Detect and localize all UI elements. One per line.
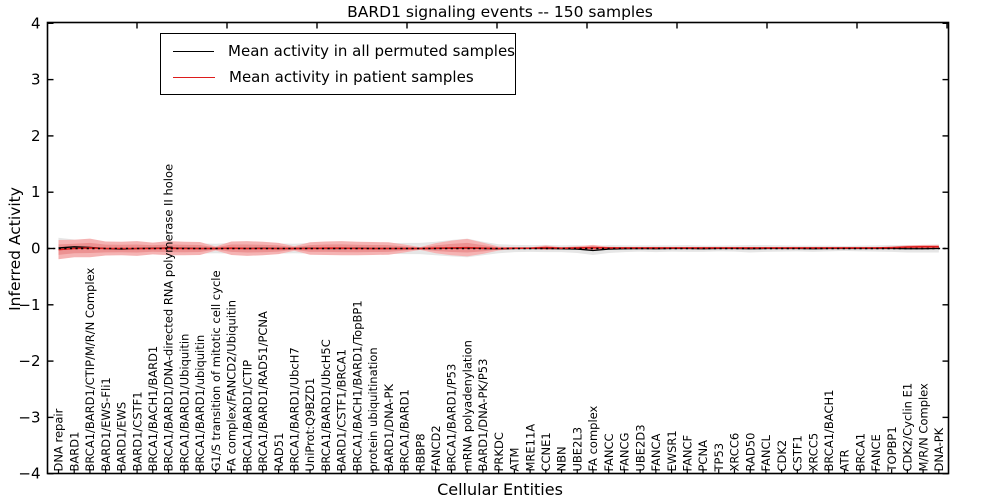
x-tick-label: BRCA1/BARD1/DNA-directed RNA polymerase … xyxy=(162,164,176,472)
x-tick-label: UBE2L3 xyxy=(570,427,584,472)
x-tick-label: BARD1/DNA-PK/P53 xyxy=(476,359,490,472)
x-tick-label: BRCA1/BARD1/CTIP xyxy=(240,360,254,472)
y-tick-label: −2 xyxy=(18,352,40,370)
x-tick-label: UniProt:Q9BZD1 xyxy=(303,378,317,472)
y-tick-label: 0 xyxy=(31,240,41,258)
x-tick-label: FANCD2 xyxy=(429,425,443,471)
x-tick-label: TP53 xyxy=(712,443,726,473)
x-tick-label: UBE2D3 xyxy=(633,424,647,471)
x-tick-label: CSTF1 xyxy=(791,435,805,471)
x-tick-label: M/R/N Complex xyxy=(916,383,930,472)
x-tick-label: BRCA1 xyxy=(853,433,867,472)
x-tick-label: BARD1/CSTF1/BRCA1 xyxy=(335,349,349,471)
x-tick-label: FANCF xyxy=(681,435,695,472)
x-tick-label: FANCC xyxy=(602,433,616,471)
y-tick-label: −3 xyxy=(18,408,40,426)
x-axis-title: Cellular Entities xyxy=(437,480,563,499)
y-tick-label: −1 xyxy=(18,296,40,314)
x-tick-label: BRCA1/BACH1/BARD1/TopBP1 xyxy=(350,300,364,471)
x-tick-label: BRCA1/BARD1/CTIP/M/R/N Complex xyxy=(83,268,97,472)
x-tick-label: BRCA1/BARD1/P53 xyxy=(445,364,459,472)
y-tick-label: 4 xyxy=(31,14,41,32)
x-tick-label: BARD1/CSTF1 xyxy=(130,391,144,471)
x-tick-label: mRNA polyadenylation xyxy=(460,340,474,471)
y-tick-label: 1 xyxy=(31,183,41,201)
x-tick-label: BARD1/EWS-Fli1 xyxy=(99,377,113,471)
x-tick-label: FANCE xyxy=(869,434,883,471)
legend-item-permuted: Mean activity in all permuted samples xyxy=(173,39,515,63)
x-tick-label: BRCA1/BARD1/RAD51/PCNA xyxy=(256,311,270,472)
x-tick-label: CDK2 xyxy=(775,440,789,472)
x-tick-label: PCNA xyxy=(696,440,710,472)
x-tick-label: BRCA1/BACH1/BARD1 xyxy=(146,346,160,472)
x-tick-label: RAD51 xyxy=(272,433,286,472)
x-tick-label: BARD1/DNA-PK xyxy=(382,384,396,472)
legend: Mean activity in all permuted samples Me… xyxy=(160,33,516,95)
permuted-line-swatch xyxy=(173,50,215,52)
x-tick-label: protein ubiquitination xyxy=(366,347,380,471)
x-tick-label: BRCA1/BARD1/ubiquitin xyxy=(193,335,207,472)
chart-title: BARD1 signaling events -- 150 samples xyxy=(347,3,653,21)
x-tick-label: PRKDC xyxy=(492,432,506,471)
legend-label-patient: Mean activity in patient samples xyxy=(229,68,474,86)
x-tick-label: DNA repair xyxy=(52,408,66,471)
x-tick-label: XRCC5 xyxy=(806,433,820,472)
x-tick-label: ATM xyxy=(508,448,522,472)
x-tick-label: RBBP8 xyxy=(413,433,427,471)
x-tick-label: FANCG xyxy=(618,433,632,472)
x-tick-label: BRCA1/BARD1 xyxy=(398,389,412,471)
x-tick-label: FA complex xyxy=(586,405,600,471)
y-axis-title: Inferred Activity xyxy=(6,187,24,311)
x-tick-label: RAD50 xyxy=(743,433,757,472)
x-tick-label: BRCA1/BARD1/Ubiquitin xyxy=(177,334,191,472)
y-tick-label: 3 xyxy=(31,71,41,89)
x-tick-label: BARD1 xyxy=(67,432,81,472)
x-tick-label: XRCC6 xyxy=(728,433,742,472)
x-tick-label: TOPBP1 xyxy=(885,426,899,472)
x-tick-label: BRCA1/BACH1 xyxy=(822,390,836,472)
y-tick-label: −4 xyxy=(18,465,40,483)
x-tick-label: CCNE1 xyxy=(539,432,553,471)
x-tick-label: CDK2/Cyclin E1 xyxy=(901,383,915,472)
x-tick-label: ATR xyxy=(838,450,852,472)
x-tick-label: G1/S transition of mitotic cell cycle xyxy=(209,270,223,471)
legend-label-permuted: Mean activity in all permuted samples xyxy=(228,42,515,60)
x-tick-label: BRCA1/BARD1/UbcH7 xyxy=(288,347,302,471)
x-tick-label: FANCL xyxy=(759,434,773,471)
x-tick-label: MRE11A xyxy=(523,424,537,472)
patient-line-swatch xyxy=(173,76,215,78)
legend-item-patient: Mean activity in patient samples xyxy=(173,65,515,89)
x-tick-label: FANCA xyxy=(649,433,663,471)
x-tick-label: NBN xyxy=(555,446,569,471)
x-tick-label: FA complex/FANCD2/Ubiquitin xyxy=(225,300,239,471)
y-tick-label: 2 xyxy=(31,127,41,145)
x-tick-label: BARD1/EWS xyxy=(115,402,129,472)
x-tick-label: BRCA1/BARD1/UbcH5C xyxy=(319,339,333,471)
x-tick-label: DNA-PK xyxy=(932,427,946,471)
x-tick-label: EWSR1 xyxy=(665,430,679,471)
